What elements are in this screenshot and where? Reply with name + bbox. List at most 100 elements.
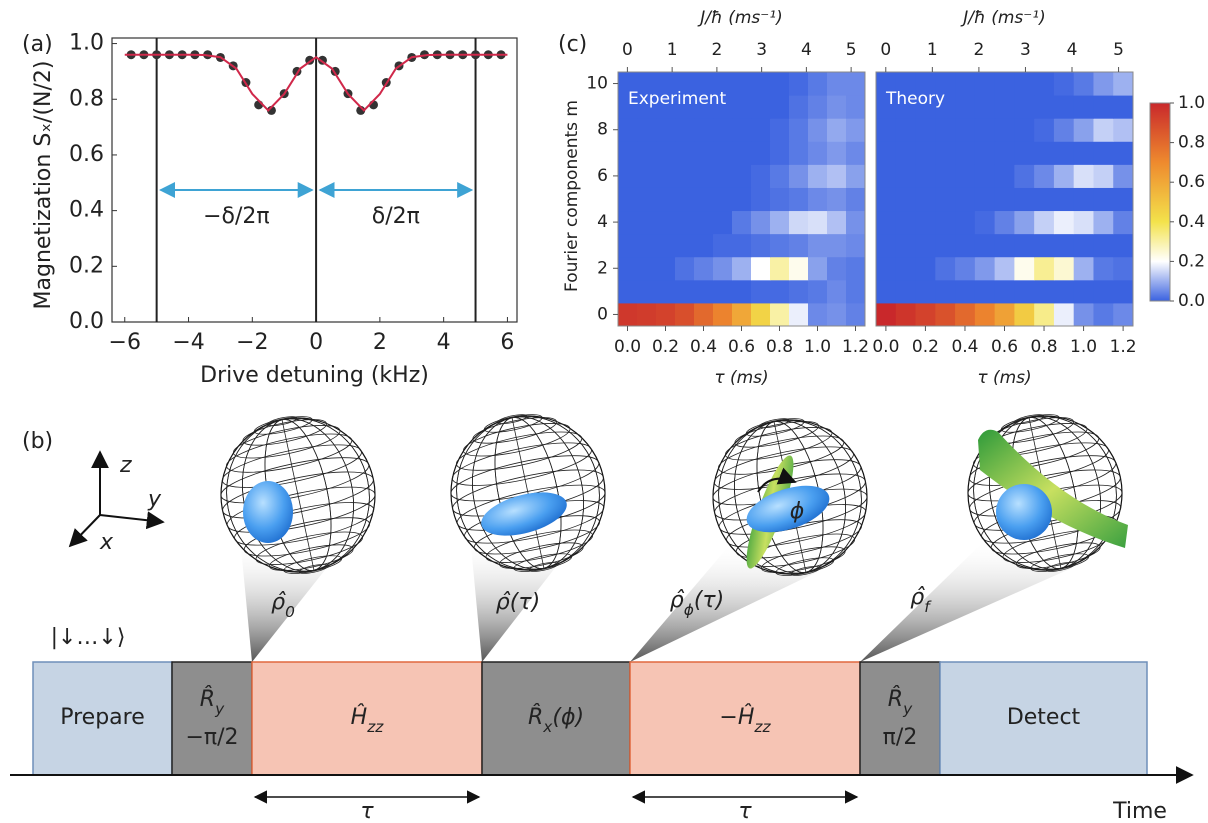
latitude <box>761 546 846 573</box>
heat-cell <box>994 279 1015 304</box>
panel-title: Experiment <box>628 89 727 109</box>
heat-cell <box>1073 210 1094 235</box>
heat-cell <box>656 187 676 212</box>
heat-cell <box>1014 279 1035 304</box>
heat-cell <box>1113 233 1134 258</box>
heat-cell <box>732 164 752 188</box>
heat-cell <box>751 256 771 281</box>
heat-cell <box>1053 118 1075 142</box>
panel-label: (c) <box>558 32 587 57</box>
latitude <box>243 517 370 557</box>
sequence-block <box>251 661 483 776</box>
heat-cell <box>789 72 809 96</box>
heat-cell <box>618 187 638 212</box>
block-label-main: R̂ <box>528 704 543 730</box>
state-label-sub: ϕ <box>684 601 694 619</box>
heat-cell <box>751 210 771 235</box>
block-sublabel: π/2 <box>883 725 918 750</box>
heat-cell <box>1014 95 1035 119</box>
x-tick-label: 0 <box>309 330 323 355</box>
longitude <box>718 419 862 575</box>
heat-cell <box>732 95 752 119</box>
sequence-block <box>629 661 861 776</box>
heat-cell <box>1073 164 1094 188</box>
heat-cell <box>808 279 828 304</box>
y-tick-label: 4 <box>597 212 608 232</box>
heat-cell <box>915 141 936 165</box>
state-label-sub: f <box>924 598 932 616</box>
heat-cell <box>935 233 956 258</box>
heat-cell <box>713 187 733 212</box>
heat-cell <box>1014 187 1035 212</box>
heat-cell <box>955 72 976 96</box>
heat-cell <box>994 256 1015 281</box>
heat-cell <box>1014 118 1035 142</box>
heat-cell <box>675 256 695 281</box>
block-label-sub: zz <box>753 718 771 736</box>
heat-cell <box>1113 302 1134 327</box>
heat-cell <box>808 164 828 188</box>
heat-cell <box>656 141 676 165</box>
heat-cell <box>637 302 657 327</box>
heat-cell <box>1053 187 1075 212</box>
heat-cell <box>618 118 638 142</box>
heat-cell <box>618 72 638 96</box>
heat-cell <box>827 164 847 188</box>
state-blob <box>746 485 830 533</box>
heat-cell <box>1034 279 1055 304</box>
y-tick-label: 1.0 <box>69 31 104 56</box>
y-tick-label: 0.6 <box>69 142 104 167</box>
heat-cell <box>974 164 996 188</box>
heat-cell <box>1034 72 1055 96</box>
heat-cell <box>895 164 917 188</box>
heat-cell <box>994 210 1015 235</box>
heat-cell <box>732 118 752 142</box>
state-label-main: ρ̂ <box>271 590 286 615</box>
heat-cell <box>955 233 976 258</box>
heat-cell <box>656 72 676 96</box>
heat-cell <box>751 72 771 96</box>
heat-cell <box>694 95 714 119</box>
heat-cell <box>1113 210 1134 235</box>
heat-cell <box>1053 256 1075 281</box>
block-label: Detect <box>1007 705 1081 730</box>
heat-cell <box>895 72 917 96</box>
colorbar-tick-label: 1.0 <box>1178 93 1205 113</box>
heat-cell <box>876 72 897 96</box>
heat-cell <box>618 302 638 327</box>
x-tick-label: 1.2 <box>842 337 869 357</box>
heat-cell <box>751 95 771 119</box>
heat-cell <box>935 164 956 188</box>
latitude <box>462 423 571 457</box>
heat-cell <box>895 210 917 235</box>
panel-label: (b) <box>22 429 53 454</box>
band <box>978 429 1128 548</box>
heat-cell <box>1093 233 1114 258</box>
heat-cell <box>846 256 866 281</box>
x-tick-label: 0.0 <box>872 337 899 357</box>
heat-cell <box>1034 302 1055 327</box>
heat-cell <box>876 95 897 119</box>
heat-cell <box>895 256 917 281</box>
heat-cell <box>846 279 866 304</box>
heat-cell <box>1093 95 1114 119</box>
block-label-main: Prepare <box>60 705 145 730</box>
x-tick-label: 0.8 <box>1031 337 1058 357</box>
x2-axis-label: J/ħ (ms⁻¹) <box>697 8 782 28</box>
heat-cell <box>789 233 809 258</box>
x2-tick-label: 0 <box>622 40 633 60</box>
y-tick-label: 0.4 <box>69 198 104 223</box>
heat-cell <box>895 279 917 304</box>
heat-cell <box>808 187 828 212</box>
heat-cell <box>637 118 657 142</box>
heat-cell <box>618 233 638 258</box>
heat-cell <box>994 95 1015 119</box>
heat-cell <box>637 72 657 96</box>
heat-cell <box>1053 164 1075 188</box>
heat-cell <box>955 210 976 235</box>
sequence-block <box>859 661 941 776</box>
x-axis-label: τ (ms) <box>977 368 1031 388</box>
heat-cell <box>876 141 897 165</box>
heat-cell <box>789 210 809 235</box>
latitude <box>269 544 354 571</box>
